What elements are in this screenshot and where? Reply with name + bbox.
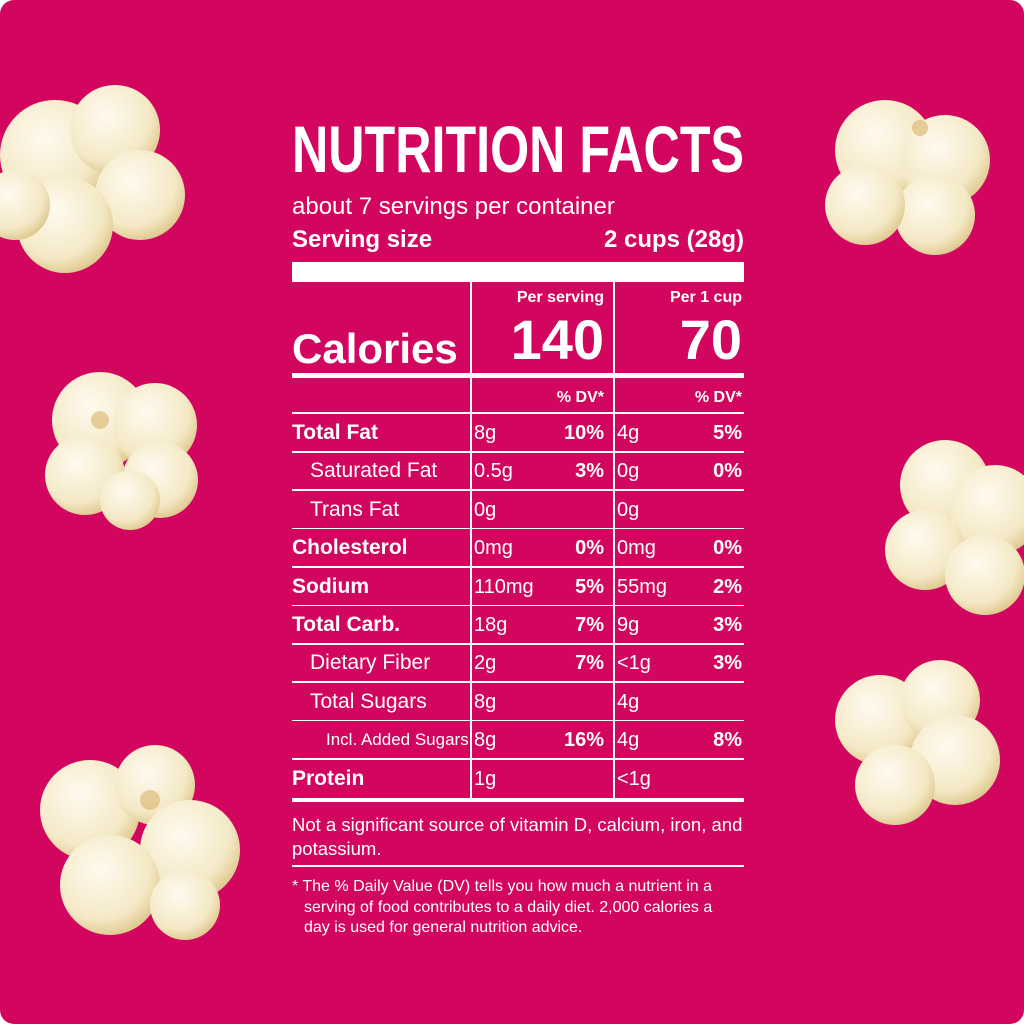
amount: 2g bbox=[474, 652, 497, 675]
column-line bbox=[613, 282, 615, 800]
nutrient-row: Cholesterol 0mg 0% 0mg 0% bbox=[292, 529, 744, 568]
amount: 1g bbox=[474, 767, 497, 790]
amount: 9g bbox=[617, 614, 640, 636]
amount: 0.5g bbox=[474, 460, 513, 483]
amount: 55mg bbox=[617, 575, 668, 598]
calories-value: 70 bbox=[679, 308, 742, 371]
daily-value: 8% bbox=[713, 729, 742, 752]
amount: 0mg bbox=[617, 537, 656, 560]
nutrient-name: Saturated Fat bbox=[310, 459, 438, 483]
daily-value: 16% bbox=[563, 729, 604, 752]
amount: 110mg bbox=[474, 575, 534, 598]
servings: about 7 servings per container bbox=[292, 193, 615, 220]
amount: 0mg bbox=[474, 537, 513, 560]
daily-value: 10% bbox=[563, 422, 604, 444]
note: Not a significant source of vitamin D, c… bbox=[292, 814, 743, 859]
footnote: * The % Daily Value (DV) tells you how m… bbox=[292, 878, 713, 936]
amount: 0g bbox=[474, 498, 497, 521]
daily-value: 0% bbox=[713, 460, 742, 483]
calories-value: 140 bbox=[510, 308, 604, 371]
thick-line bbox=[292, 798, 744, 802]
nutrient-name: Dietary Fiber bbox=[310, 651, 431, 675]
amount: 8g bbox=[474, 729, 497, 752]
daily-value: 3% bbox=[713, 614, 742, 636]
rule bbox=[292, 758, 744, 760]
nutrient-row: Total Carb. 18g 7% 9g 3% bbox=[292, 606, 744, 645]
daily-value: 5% bbox=[575, 575, 604, 598]
rule bbox=[292, 865, 744, 867]
nutrient-name: Total Carb. bbox=[292, 613, 401, 636]
amount: 18g bbox=[474, 614, 508, 636]
daily-value: 7% bbox=[575, 652, 604, 675]
column-heading: Per 1 cup bbox=[669, 289, 742, 306]
serving-size-value: 2 cups (28g) bbox=[603, 226, 744, 253]
nutrient-row: Total Sugars 8g 4g bbox=[292, 683, 744, 722]
nutrient-row: Sodium 110mg 5% 55mg 2% bbox=[292, 568, 744, 607]
title: NUTRITION FACTS bbox=[292, 112, 744, 186]
nutrient-name: Incl. Added Sugars bbox=[326, 730, 469, 750]
nutrient-name: Trans Fat bbox=[310, 497, 400, 521]
amount: 0g bbox=[617, 498, 640, 521]
amount: 4g bbox=[617, 422, 640, 444]
nutrient-name: Total Sugars bbox=[310, 689, 427, 713]
rule bbox=[292, 527, 744, 530]
nutrient-row: Protein 1g <1g bbox=[292, 760, 744, 799]
nutrient-row: Incl. Added Sugars 8g 16% 4g 8% bbox=[292, 721, 744, 760]
thick-line bbox=[292, 373, 744, 378]
amount: <1g bbox=[617, 767, 651, 790]
nutrient-row: Dietary Fiber 2g 7% <1g 3% bbox=[292, 644, 744, 683]
nutrition-label: NUTRITION FACTS about 7 servings per con… bbox=[292, 0, 744, 1024]
amount: <1g bbox=[617, 652, 651, 675]
nutrient-name: Sodium bbox=[292, 574, 369, 598]
amount: 8g bbox=[474, 422, 497, 444]
nutrient-name: Protein bbox=[292, 766, 365, 790]
popcorn bbox=[0, 85, 1024, 940]
daily-value: 3% bbox=[575, 460, 604, 483]
rule bbox=[292, 681, 744, 683]
daily-value: 7% bbox=[575, 614, 604, 636]
daily-value: 0% bbox=[713, 537, 742, 560]
calories-label: Calories bbox=[292, 325, 458, 372]
amount: 4g bbox=[617, 729, 640, 752]
rule bbox=[292, 643, 744, 645]
nutrient-row: Total Fat 8g 10% 4g 5% bbox=[292, 414, 744, 453]
amount: 8g bbox=[474, 690, 497, 713]
nutrient-name: Total Fat bbox=[292, 421, 378, 444]
rule bbox=[292, 604, 744, 607]
column-line bbox=[470, 282, 472, 800]
amount: 4g bbox=[617, 690, 640, 713]
dv-heading: % DV* bbox=[694, 389, 742, 406]
serving-size-label: Serving size bbox=[292, 226, 433, 253]
daily-value: 0% bbox=[575, 537, 604, 560]
rule bbox=[292, 719, 744, 722]
dv-heading: % DV* bbox=[556, 389, 604, 406]
daily-value: 3% bbox=[713, 652, 742, 675]
rule bbox=[292, 566, 744, 568]
daily-value: 2% bbox=[713, 575, 742, 598]
nutrient-row: Trans Fat 0g 0g bbox=[292, 491, 744, 530]
rule bbox=[292, 412, 744, 414]
rule bbox=[292, 451, 744, 453]
column-heading: Per serving bbox=[516, 289, 604, 306]
amount: 0g bbox=[617, 460, 640, 483]
nutrient-row: Saturated Fat 0.5g 3% 0g 0% bbox=[292, 452, 744, 491]
rule bbox=[292, 489, 744, 491]
daily-value: 5% bbox=[713, 422, 742, 444]
nutrient-name: Cholesterol bbox=[292, 536, 408, 560]
thick-bar bbox=[292, 262, 744, 282]
